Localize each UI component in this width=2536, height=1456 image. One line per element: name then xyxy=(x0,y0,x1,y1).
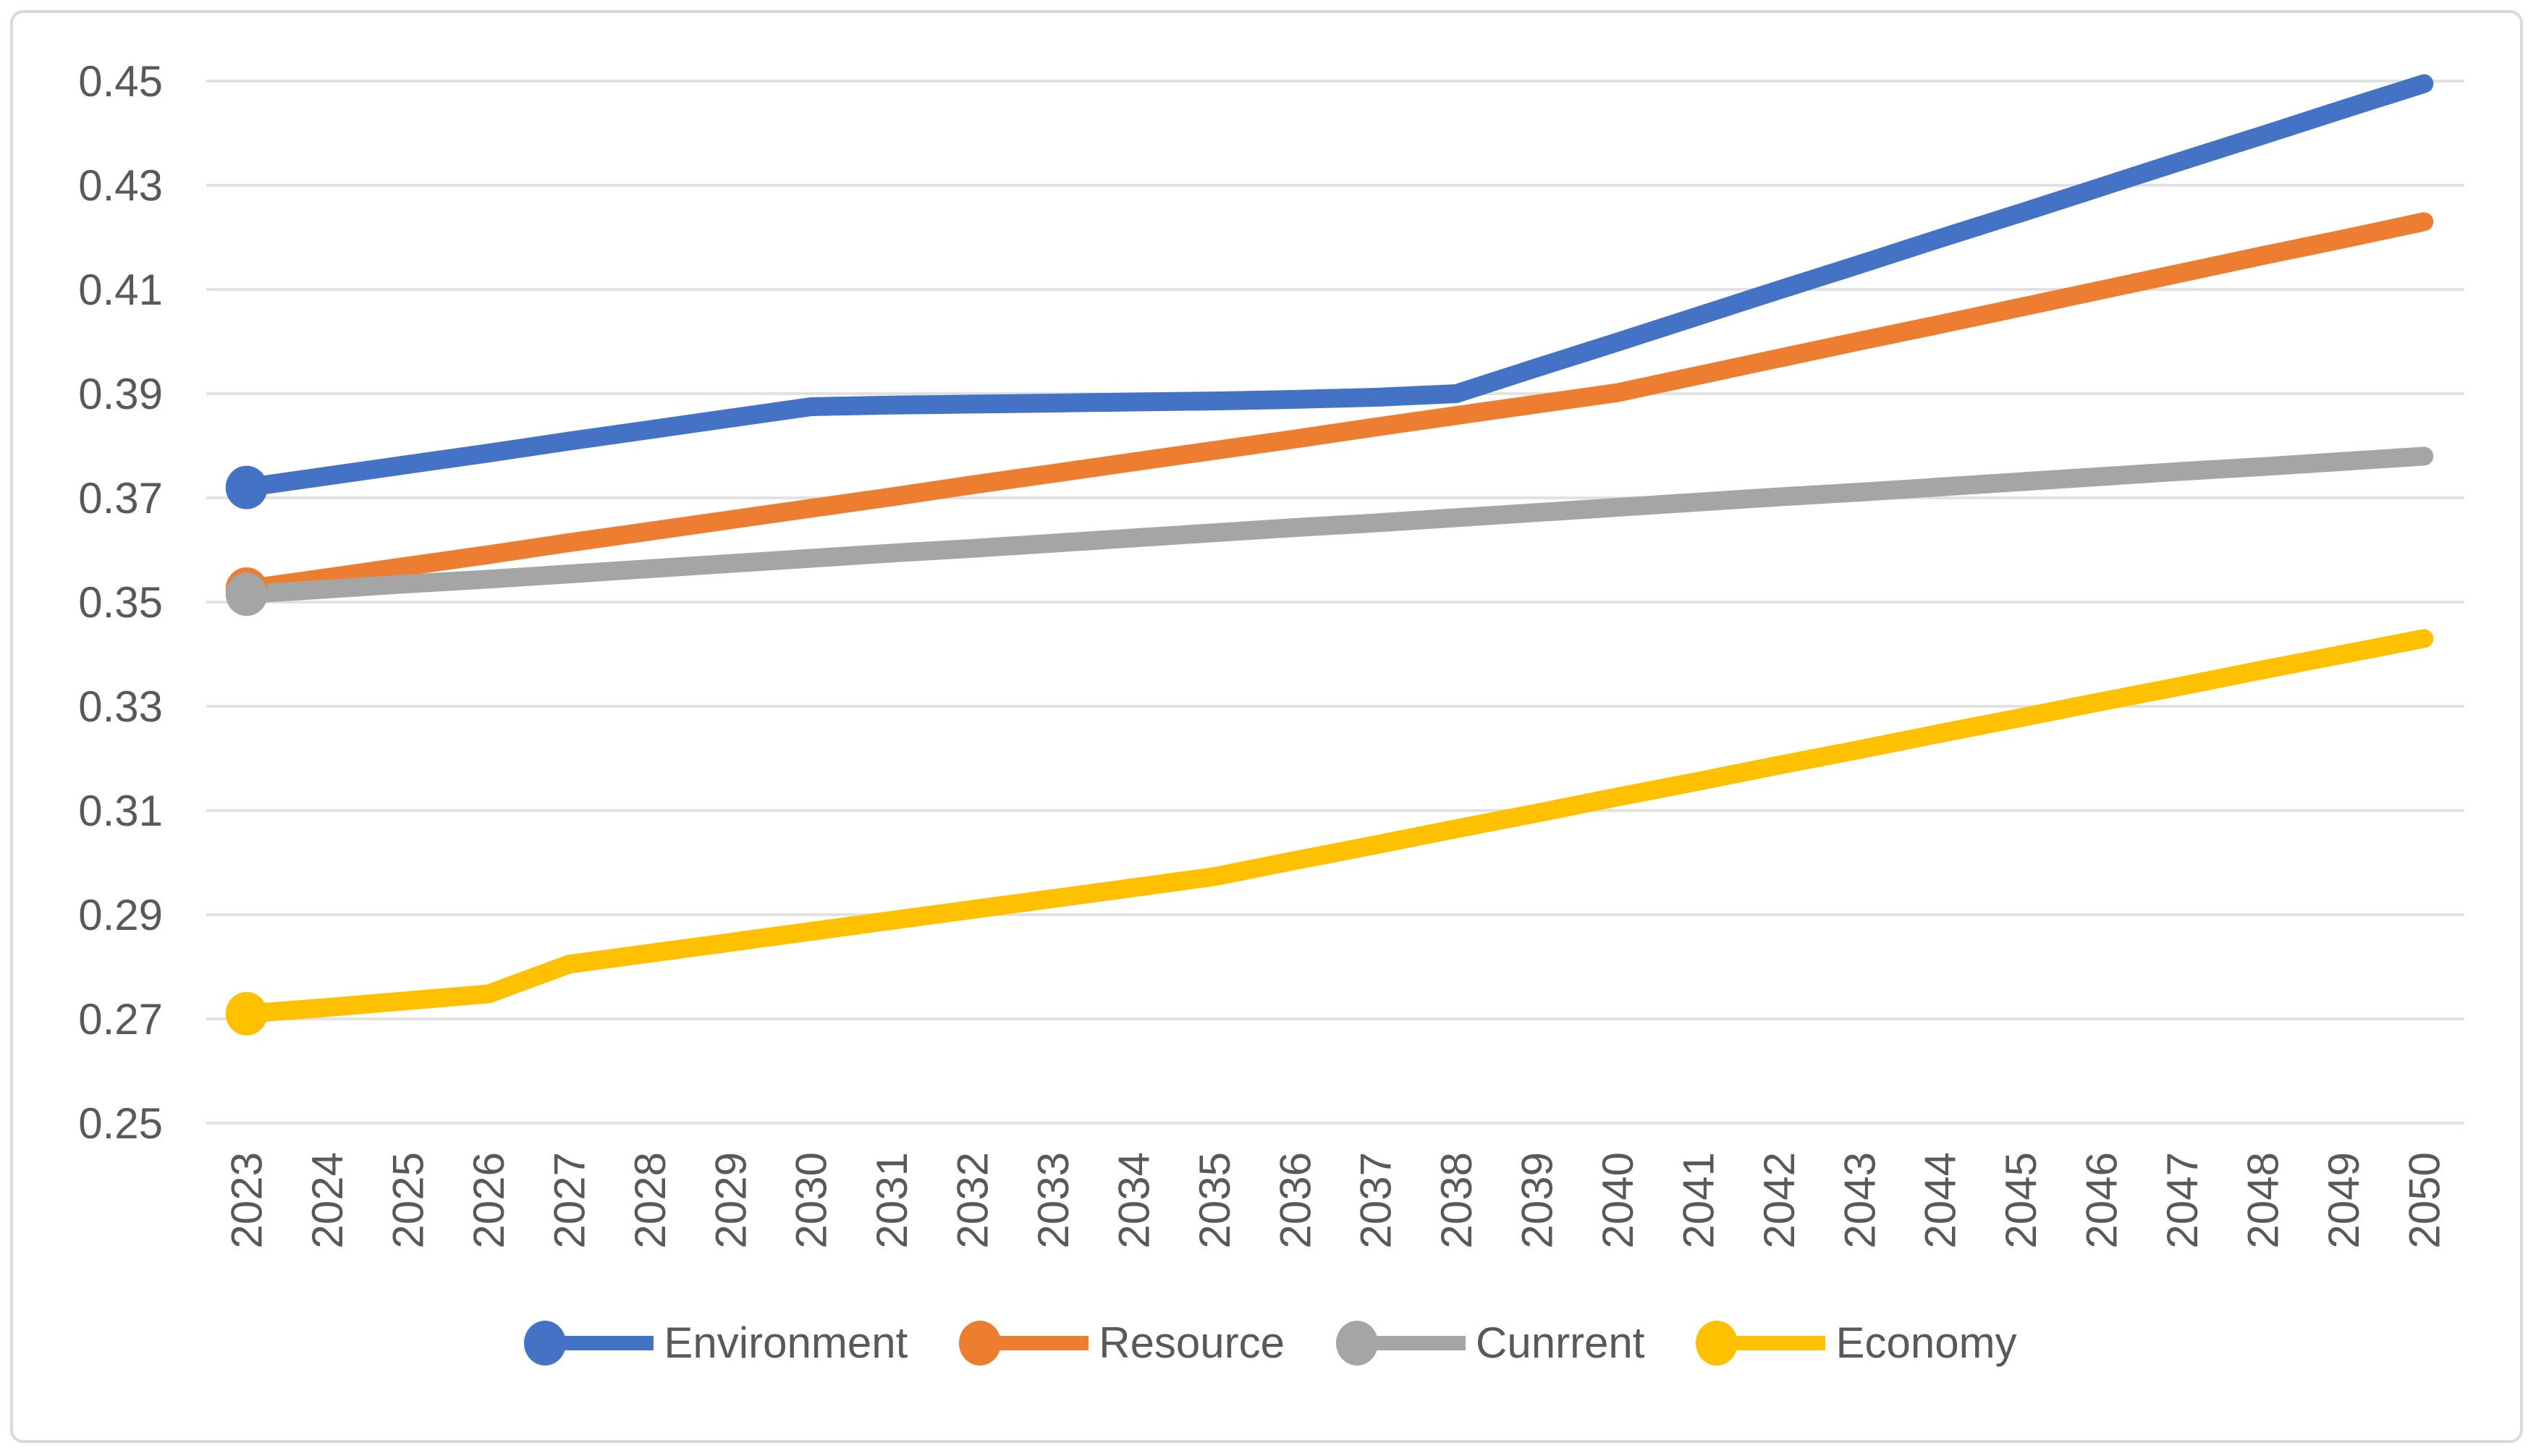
series-marker-environment xyxy=(225,465,268,509)
x-axis-label: 2025 xyxy=(384,1152,433,1248)
x-axis-label: 2028 xyxy=(626,1152,675,1248)
x-axis-label: 2038 xyxy=(1432,1152,1481,1248)
series-line-economy xyxy=(237,629,2434,1023)
x-axis-label: 2040 xyxy=(1594,1152,1642,1248)
x-axis-label: 2034 xyxy=(1110,1152,1158,1248)
x-axis-label: 2036 xyxy=(1271,1152,1319,1248)
x-axis-label: 2032 xyxy=(949,1152,997,1248)
y-axis-label: 0.33 xyxy=(78,682,163,731)
x-axis-label: 2047 xyxy=(2158,1152,2207,1248)
x-axis-label: 2033 xyxy=(1029,1152,1078,1248)
y-axis-label: 0.41 xyxy=(78,266,163,314)
x-axis-label: 2035 xyxy=(1191,1152,1239,1248)
series-marker-economy xyxy=(225,991,268,1036)
legend-item-resource: Resource xyxy=(954,1319,1285,1368)
legend: Environment Resource Cunrrent Economy xyxy=(0,1319,2536,1368)
x-axis-label: 2046 xyxy=(2078,1152,2126,1248)
legend-marker-environment-icon xyxy=(524,1321,654,1366)
x-axis-label: 2042 xyxy=(1755,1152,1804,1248)
y-axis-label: 0.25 xyxy=(78,1099,163,1148)
y-axis-label: 0.37 xyxy=(78,474,163,522)
y-axis-label: 0.29 xyxy=(78,891,163,939)
x-axis-label: 2031 xyxy=(868,1152,916,1248)
x-axis-label: 2024 xyxy=(303,1152,352,1248)
y-axis-label: 0.45 xyxy=(78,57,163,106)
y-axis-label: 0.27 xyxy=(78,995,163,1044)
legend-label: Resource xyxy=(1099,1319,1285,1367)
legend-item-cunrrent: Cunrrent xyxy=(1331,1319,1644,1368)
series-marker-cunrrent xyxy=(225,572,268,617)
legend-label: Economy xyxy=(1835,1319,2017,1367)
legend-item-economy: Economy xyxy=(1691,1319,2017,1368)
x-axis-label: 2037 xyxy=(1352,1152,1400,1248)
x-axis-label: 2030 xyxy=(787,1152,836,1248)
series-line-environment xyxy=(237,74,2434,497)
y-axis-label: 0.39 xyxy=(78,370,163,418)
legend-marker-resource-icon xyxy=(959,1321,1089,1366)
x-axis-label: 2041 xyxy=(1674,1152,1723,1248)
series-line-resource xyxy=(237,212,2434,598)
legend-marker-cunrrent-icon xyxy=(1336,1321,1466,1366)
x-axis-label: 2039 xyxy=(1513,1152,1562,1248)
x-axis-label: 2044 xyxy=(1916,1152,1965,1248)
x-axis-label: 2029 xyxy=(706,1152,755,1248)
legend-marker-economy-icon xyxy=(1696,1321,1826,1366)
x-axis-label: 2023 xyxy=(223,1152,271,1248)
y-axis-label: 0.43 xyxy=(78,161,163,210)
x-axis-label: 2049 xyxy=(2320,1152,2368,1248)
x-axis-label: 2026 xyxy=(465,1152,513,1248)
x-axis-label: 2027 xyxy=(545,1152,593,1248)
legend-item-environment: Environment xyxy=(519,1319,908,1368)
series-line-cunrrent xyxy=(237,446,2434,604)
y-axis-label: 0.35 xyxy=(78,578,163,627)
y-axis-label: 0.31 xyxy=(78,787,163,835)
legend-label: Environment xyxy=(664,1319,908,1367)
legend-label: Cunrrent xyxy=(1476,1319,1645,1367)
x-axis-label: 2043 xyxy=(1835,1152,1884,1248)
x-axis-label: 2045 xyxy=(1997,1152,2045,1248)
x-axis-label: 2048 xyxy=(2239,1152,2287,1248)
x-axis-label: 2050 xyxy=(2400,1152,2448,1248)
